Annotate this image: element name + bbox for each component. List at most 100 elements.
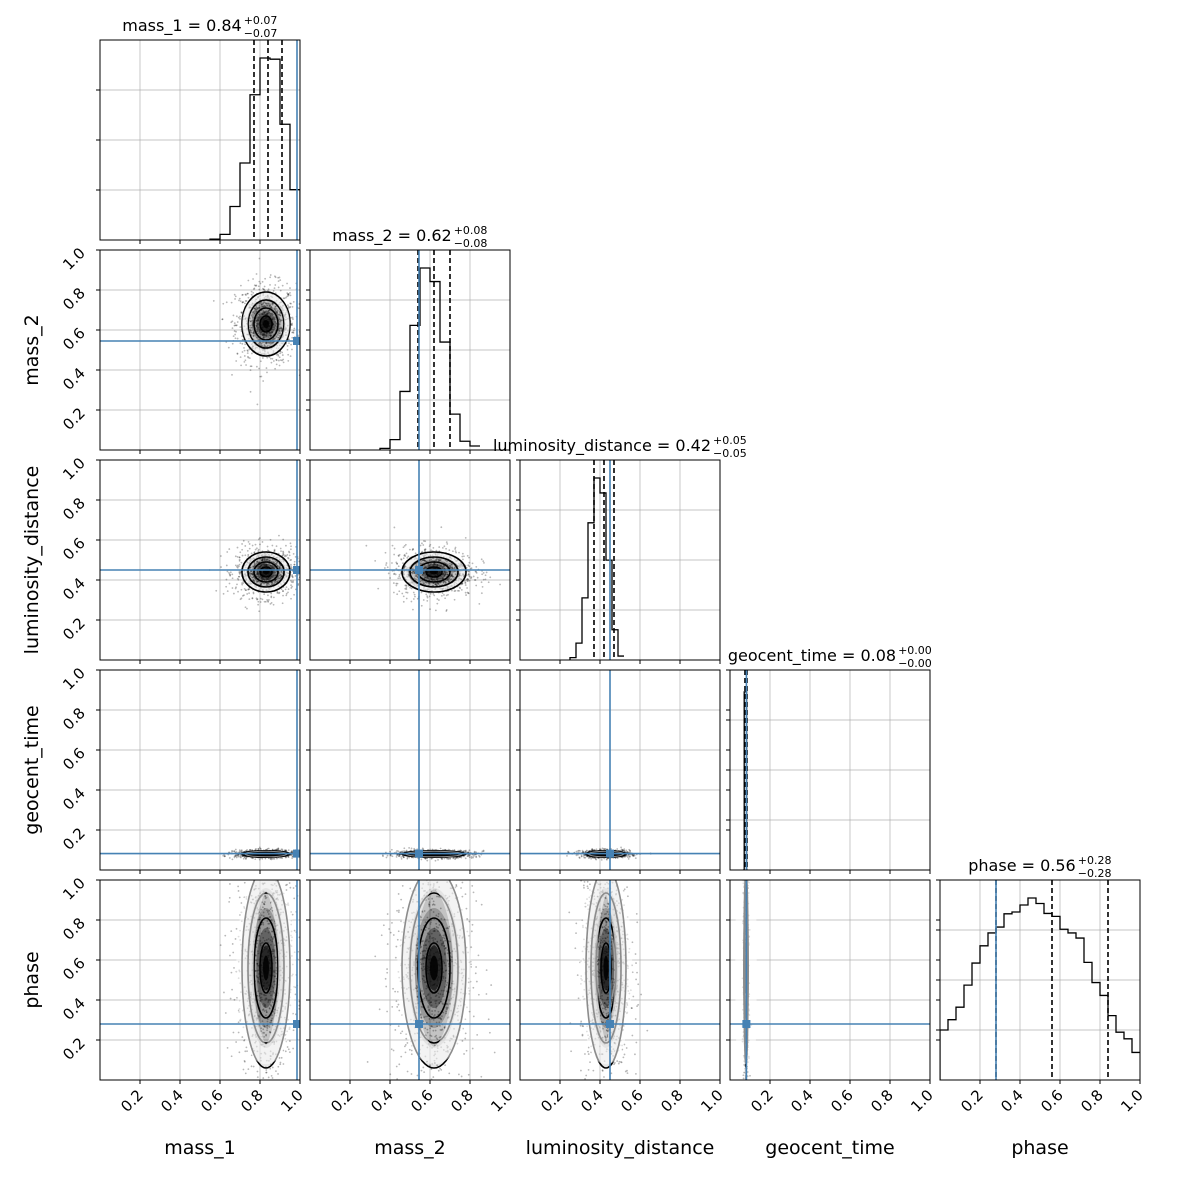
- x-axis-label-geocent_time: geocent_time: [765, 1137, 894, 1159]
- truth-marker: [415, 1020, 423, 1028]
- x-tick-label: 1.0: [277, 1086, 307, 1116]
- y-tick-label: 0.2: [59, 824, 89, 854]
- x-tick-label: 0.8: [867, 1086, 897, 1116]
- panel-mass_2-geocent_time: [306, 669, 511, 874]
- title-plus-geocent_time: +0.00: [898, 644, 932, 657]
- contour-2: [253, 561, 279, 583]
- x-axis-label-luminosity_distance: luminosity_distance: [526, 1137, 715, 1159]
- y-tick-label: 1.0: [59, 874, 89, 904]
- title-plus-mass_1: +0.07: [244, 14, 278, 27]
- x-axis-label-mass_2: mass_2: [374, 1137, 446, 1159]
- title-phase: phase = 0.56: [968, 856, 1075, 875]
- truth-marker: [415, 849, 423, 858]
- x-tick-label: 0.6: [1037, 1086, 1067, 1116]
- y-tick-label: 0.8: [59, 494, 89, 524]
- y-tick-label: 1.0: [59, 454, 89, 484]
- x-tick-label: 0.2: [957, 1086, 987, 1116]
- x-tick-label: 0.2: [117, 1086, 147, 1116]
- y-tick-label: 0.6: [59, 954, 89, 984]
- x-axis-label-mass_1: mass_1: [164, 1137, 236, 1159]
- histogram-phase: [940, 897, 1140, 1080]
- panel-mass_2-luminosity_distance: [306, 459, 511, 664]
- x-tick-label: 0.4: [787, 1086, 817, 1116]
- x-tick-label: 0.6: [827, 1086, 857, 1116]
- contour-1: [247, 299, 285, 349]
- title-minus-geocent_time: −0.00: [898, 657, 932, 670]
- x-tick-label: 0.2: [747, 1086, 777, 1116]
- x-tick-label: 0.4: [367, 1086, 397, 1116]
- contour-1: [247, 556, 285, 588]
- truth-marker: [415, 566, 423, 574]
- y-tick-label: 0.4: [59, 994, 89, 1024]
- x-axis-label-phase: phase: [1011, 1137, 1068, 1159]
- panel-mass_1-luminosity_distance: 0.2 0.4 0.6 0.8 1.0 luminosity_distance: [21, 454, 301, 664]
- contour-0: [241, 551, 291, 593]
- contour-3: [259, 942, 273, 994]
- truth-marker: [742, 1020, 751, 1028]
- truth-marker: [293, 566, 300, 574]
- title-plus-phase: +0.28: [1078, 854, 1112, 867]
- panel-geocent_time-phase: 0.2 0.4 0.6 0.8 1.0 geocent_time: [726, 879, 937, 1159]
- contour-3: [259, 566, 273, 578]
- panel-mass_2-phase: 0.2 0.4 0.6 0.8 1.0 mass_2: [306, 879, 517, 1159]
- contour-2: [253, 917, 279, 1019]
- x-tick-label: 1.0: [487, 1086, 517, 1116]
- x-tick-label: 0.8: [1077, 1086, 1107, 1116]
- truth-marker: [293, 337, 300, 345]
- contour-2: [417, 917, 451, 1019]
- panel-phase-phase: phase = 0.56 +0.28−0.28 0.2 0.4 0.6 0.8 1.0 pha…: [936, 854, 1147, 1159]
- truth-marker: [606, 849, 614, 858]
- title-plus-mass_2: +0.08: [454, 224, 488, 237]
- title-geocent_time: geocent_time = 0.08: [728, 646, 896, 666]
- histogram-mass_1: [209, 57, 300, 240]
- contour-3: [600, 942, 612, 994]
- title-mass_1: mass_1 = 0.84: [122, 16, 241, 36]
- contour-3: [425, 566, 443, 578]
- truth-marker: [606, 1020, 614, 1028]
- x-tick-label: 0.2: [327, 1086, 357, 1116]
- title-mass_2: mass_2 = 0.62: [332, 226, 451, 246]
- x-tick-label: 0.6: [407, 1086, 437, 1116]
- panel-mass_1-mass_2: 0.2 0.4 0.6 0.8 1.0 mass_2: [21, 244, 301, 454]
- x-tick-label: 0.6: [197, 1086, 227, 1116]
- histogram-mass_2: [379, 267, 480, 450]
- x-tick-label: 0.4: [157, 1086, 187, 1116]
- contour-3: [425, 942, 443, 994]
- x-tick-label: 0.4: [997, 1086, 1027, 1116]
- x-tick-label: 0.8: [447, 1086, 477, 1116]
- contour-0: [401, 551, 467, 593]
- title-luminosity_distance: luminosity_distance = 0.42: [493, 436, 711, 456]
- y-tick-label: 0.4: [59, 574, 89, 604]
- truth-marker: [293, 849, 300, 858]
- y-axis-label-phase: phase: [21, 951, 43, 1008]
- y-tick-label: 0.8: [59, 284, 89, 314]
- title-minus-luminosity_distance: −0.05: [713, 447, 747, 460]
- y-tick-label: 1.0: [59, 664, 89, 694]
- y-tick-label: 0.2: [59, 614, 89, 644]
- contour-1: [409, 556, 459, 588]
- panel-luminosity_distance-luminosity_distance: luminosity_distance = 0.42 +0.05−0.05: [493, 434, 747, 664]
- y-axis-label-geocent_time: geocent_time: [21, 705, 43, 834]
- y-tick-label: 0.2: [59, 404, 89, 434]
- x-tick-label: 0.8: [237, 1086, 267, 1116]
- panel-geocent_time-geocent_time: geocent_time = 0.08 +0.00−0.00: [726, 644, 932, 874]
- title-minus-phase: −0.28: [1078, 867, 1112, 880]
- x-tick-label: 1.0: [697, 1086, 727, 1116]
- y-tick-label: 0.4: [59, 364, 89, 394]
- x-tick-label: 0.8: [657, 1086, 687, 1116]
- x-tick-label: 0.6: [617, 1086, 647, 1116]
- y-tick-label: 0.6: [59, 744, 89, 774]
- x-tick-label: 0.2: [537, 1086, 567, 1116]
- truth-marker: [293, 1020, 300, 1028]
- y-axis-label-luminosity_distance: luminosity_distance: [21, 466, 43, 655]
- x-tick-label: 0.4: [577, 1086, 607, 1116]
- y-tick-label: 0.6: [59, 324, 89, 354]
- x-tick-label: 1.0: [1117, 1086, 1147, 1116]
- panel-mass_1-geocent_time: 0.2 0.4 0.6 0.8 1.0 geocent_time: [21, 664, 301, 874]
- title-plus-luminosity_distance: +0.05: [713, 434, 747, 447]
- contour-0: [241, 291, 291, 357]
- title-minus-mass_2: −0.08: [454, 237, 488, 250]
- y-tick-label: 0.6: [59, 534, 89, 564]
- contour-3: [259, 315, 273, 333]
